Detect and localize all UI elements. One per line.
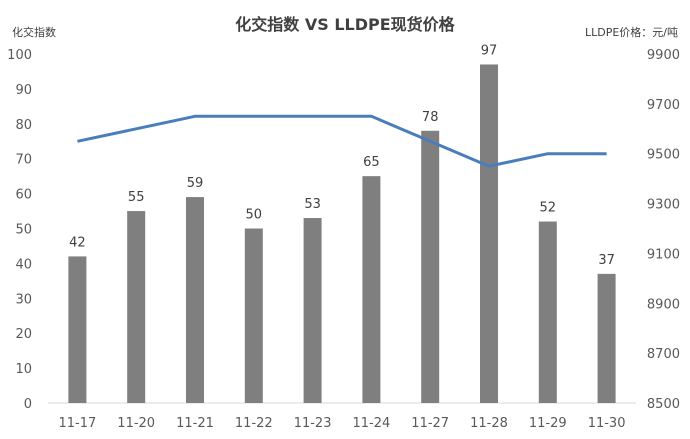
- bar-value-label: 50: [246, 208, 263, 223]
- right-tick-label: 9700: [647, 98, 680, 113]
- left-tick-label: 30: [15, 292, 32, 307]
- left-tick-label: 0: [24, 397, 32, 412]
- bar-value-label: 37: [598, 253, 615, 268]
- right-tick-label: 9900: [647, 48, 680, 63]
- x-tick-label: 11-24: [353, 416, 391, 431]
- bar-value-label: 65: [363, 155, 380, 170]
- bar: [538, 221, 557, 403]
- left-tick-label: 40: [15, 257, 32, 272]
- bar: [244, 228, 263, 403]
- left-tick-label: 10: [15, 362, 32, 377]
- bar-value-label: 78: [422, 110, 439, 125]
- right-axis-unit: LLDPE价格：元/吨: [585, 25, 678, 39]
- x-tick-label: 11-29: [529, 416, 567, 431]
- left-tick-label: 80: [15, 118, 32, 133]
- bar: [597, 273, 616, 403]
- bar-data-labels: 42 55 59 50 53 65 78 97 52 37: [69, 43, 615, 267]
- left-tick-label: 20: [15, 327, 32, 342]
- bar: [421, 130, 440, 403]
- chart-title: 化交指数 VS LLDPE现货价格: [235, 15, 455, 34]
- bar: [127, 211, 146, 403]
- x-tick-label: 11-27: [411, 416, 449, 431]
- left-tick-label: 70: [15, 153, 32, 168]
- bar: [480, 64, 498, 403]
- left-tick-label: 50: [15, 223, 32, 238]
- right-tick-label: 9500: [647, 148, 680, 163]
- right-tick-label: 9300: [647, 198, 680, 213]
- left-axis-unit: 化交指数: [12, 25, 56, 39]
- bar-value-label: 53: [304, 197, 321, 212]
- left-tick-label: 90: [15, 83, 32, 98]
- x-tick-label: 11-22: [235, 416, 273, 431]
- bar: [362, 176, 381, 403]
- left-axis-ticks: 0 10 20 30 40 50 60 70 80 90 100: [7, 48, 32, 412]
- left-tick-label: 100: [7, 48, 32, 63]
- price-line: [77, 114, 607, 168]
- x-tick-label: 11-21: [176, 416, 214, 431]
- x-tick-label: 11-30: [588, 416, 626, 431]
- bar-value-label: 97: [481, 43, 498, 58]
- bar-series: [68, 64, 616, 403]
- left-tick-label: 60: [15, 188, 32, 203]
- x-axis-ticks: 11-17 11-20 11-21 11-22 11-23 11-24 11-27 11-28…: [59, 416, 626, 431]
- right-axis-ticks: 8500 8700 8900 9100 9300 9500 9700 9900: [647, 48, 680, 412]
- right-tick-label: 8700: [647, 347, 680, 362]
- bar-value-label: 42: [69, 235, 86, 250]
- x-tick-label: 11-20: [117, 416, 155, 431]
- right-tick-label: 8500: [647, 397, 680, 412]
- x-tick-label: 11-28: [470, 416, 508, 431]
- bar: [68, 256, 87, 403]
- x-tick-label: 11-23: [294, 416, 332, 431]
- bar: [303, 218, 322, 403]
- bar-value-label: 55: [128, 190, 145, 205]
- x-tick-label: 11-17: [59, 416, 97, 431]
- bar-value-label: 52: [540, 201, 557, 216]
- bar: [186, 197, 204, 403]
- price-line-series: [77, 114, 607, 168]
- right-tick-label: 8900: [647, 297, 680, 312]
- right-tick-label: 9100: [647, 247, 680, 262]
- bar-value-label: 59: [187, 176, 204, 191]
